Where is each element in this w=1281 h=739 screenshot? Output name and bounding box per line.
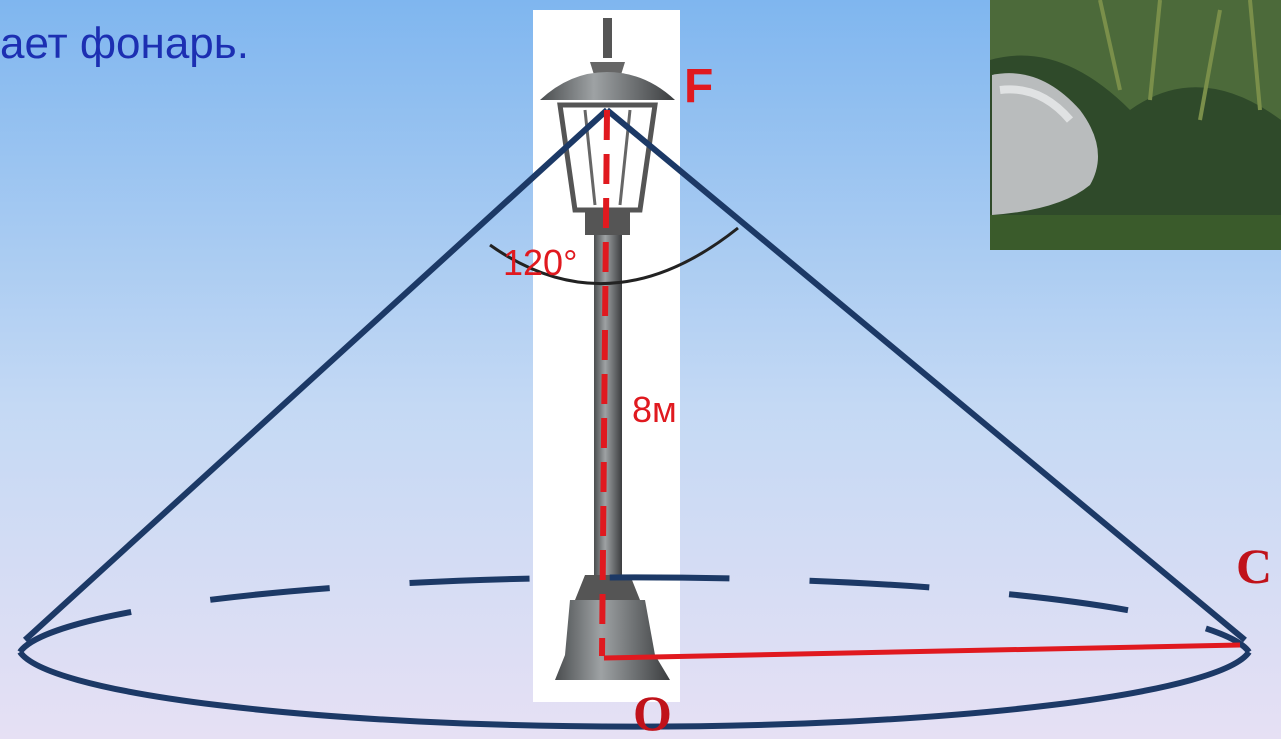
label-height: 8м [632, 389, 677, 430]
caption: ает фонарь. [0, 19, 249, 68]
label-angle: 120° [503, 242, 577, 283]
photo [990, 0, 1281, 250]
page: ает фонарь. F 120° 8м C O (() => { const… [0, 0, 1281, 739]
label-o: O [633, 685, 672, 739]
slide: ает фонарь. F 120° 8м C O [0, 0, 1281, 739]
label-c: C [1236, 538, 1272, 594]
label-f: F [684, 60, 713, 113]
